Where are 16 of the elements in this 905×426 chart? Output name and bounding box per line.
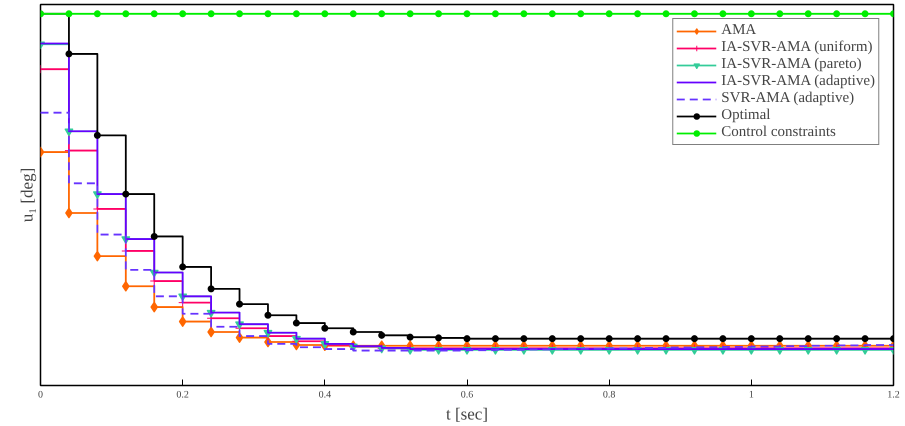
x-tick-label: 1.2: [887, 390, 900, 400]
x-tick-label: 0: [38, 390, 43, 400]
legend-label: IA-SVR-AMA (pareto): [721, 56, 862, 73]
legend-label: SVR-AMA (adaptive): [721, 90, 854, 107]
x-axis-title: t [sec]: [446, 404, 488, 424]
legend-label: Control constraints: [721, 124, 836, 141]
legend-label: AMA: [721, 22, 756, 39]
x-tick-label: 0.6: [460, 390, 474, 400]
x-tick-label: 0.8: [602, 390, 616, 400]
x-tick-label: 0.4: [318, 390, 332, 400]
legend-label: IA-SVR-AMA (adaptive): [721, 73, 875, 90]
y-axis-title: u₁ [deg]: [18, 168, 36, 222]
legend-label: Optimal: [721, 107, 770, 124]
x-tick-label: 1: [748, 390, 754, 400]
x-tick-label: 0.2: [176, 390, 189, 400]
legend-label: IA-SVR-AMA (uniform): [721, 39, 873, 56]
